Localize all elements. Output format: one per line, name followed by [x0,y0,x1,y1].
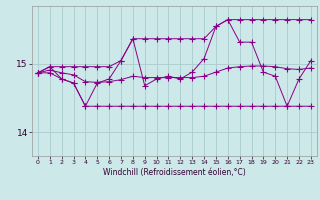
X-axis label: Windchill (Refroidissement éolien,°C): Windchill (Refroidissement éolien,°C) [103,168,246,177]
